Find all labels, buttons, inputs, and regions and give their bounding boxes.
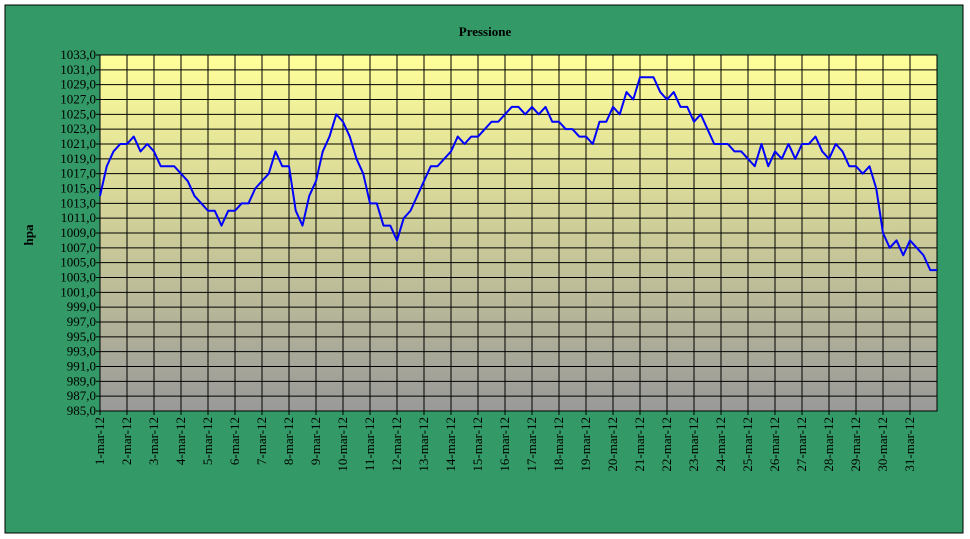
y-tick-label: 1017,0 <box>60 166 96 181</box>
x-tick-label: 2-mar-12 <box>119 417 134 465</box>
y-tick-label: 1001,0 <box>60 284 96 299</box>
chart-title: Pressione <box>459 24 512 39</box>
data-line <box>99 76 937 272</box>
x-tick-label: 27-mar-12 <box>794 417 809 472</box>
x-tick-label: 26-mar-12 <box>767 417 782 472</box>
x-tick-label: 1-mar-12 <box>92 417 107 465</box>
plot-border <box>99 54 938 412</box>
x-tick-label: 30-mar-12 <box>875 417 890 472</box>
x-tick-label: 28-mar-12 <box>821 417 836 472</box>
x-tick-label: 20-mar-12 <box>605 417 620 472</box>
x-tick-label: 8-mar-12 <box>281 417 296 465</box>
x-tick-label: 12-mar-12 <box>389 417 404 472</box>
y-tick-label: 993,0 <box>67 344 96 359</box>
y-axis-label: hpa <box>21 224 36 245</box>
y-tick-label: 995,0 <box>67 329 96 344</box>
x-tick-label: 7-mar-12 <box>254 417 269 465</box>
y-tick-label: 1033,0 <box>60 47 96 62</box>
y-tick-label: 991,0 <box>67 359 96 374</box>
y-tick-label: 1029,0 <box>60 77 96 92</box>
y-tick-label: 1005,0 <box>60 255 96 270</box>
y-tick-label: 1023,0 <box>60 121 96 136</box>
x-tick-label: 22-mar-12 <box>659 417 674 472</box>
x-tick-label: 25-mar-12 <box>740 417 755 472</box>
x-tick-label: 5-mar-12 <box>200 417 215 465</box>
x-tick-label: 18-mar-12 <box>551 417 566 472</box>
x-tick-label: 15-mar-12 <box>470 417 485 472</box>
y-tick-label: 1007,0 <box>60 240 96 255</box>
y-tick-label: 1003,0 <box>60 270 96 285</box>
y-tick-label: 999,0 <box>67 299 96 314</box>
y-tick-label: 985,0 <box>67 403 96 418</box>
x-tick-label: 9-mar-12 <box>308 417 323 465</box>
x-tick-label: 13-mar-12 <box>416 417 431 472</box>
y-tick-label: 1025,0 <box>60 106 96 121</box>
y-tick-label: 1009,0 <box>60 225 96 240</box>
x-tick-label: 16-mar-12 <box>497 417 512 472</box>
x-tick-label: 17-mar-12 <box>524 417 539 472</box>
y-tick-label: 1011,0 <box>61 210 96 225</box>
x-tick-label: 4-mar-12 <box>173 417 188 465</box>
x-tick-label: 31-mar-12 <box>902 417 917 472</box>
y-tick-label: 1027,0 <box>60 92 96 107</box>
x-tick-label: 23-mar-12 <box>686 417 701 472</box>
x-tick-label: 6-mar-12 <box>227 417 242 465</box>
y-tick-label: 997,0 <box>67 314 96 329</box>
x-tick-label: 3-mar-12 <box>146 417 161 465</box>
y-tick-label: 1013,0 <box>60 195 96 210</box>
y-tick-label: 989,0 <box>67 373 96 388</box>
y-tick-label: 1021,0 <box>60 136 96 151</box>
x-tick-label: 29-mar-12 <box>848 417 863 472</box>
x-tick-label: 19-mar-12 <box>578 417 593 472</box>
x-tick-label: 10-mar-12 <box>335 417 350 472</box>
y-tick-label: 1019,0 <box>60 151 96 166</box>
x-tick-label: 14-mar-12 <box>443 417 458 472</box>
x-tick-label: 21-mar-12 <box>632 417 647 472</box>
x-tick-label: 11-mar-12 <box>362 417 377 471</box>
y-tick-label: 1031,0 <box>60 62 96 77</box>
x-tick-label: 24-mar-12 <box>713 417 728 472</box>
y-tick-label: 987,0 <box>67 388 96 403</box>
y-tick-label: 1015,0 <box>60 181 96 196</box>
